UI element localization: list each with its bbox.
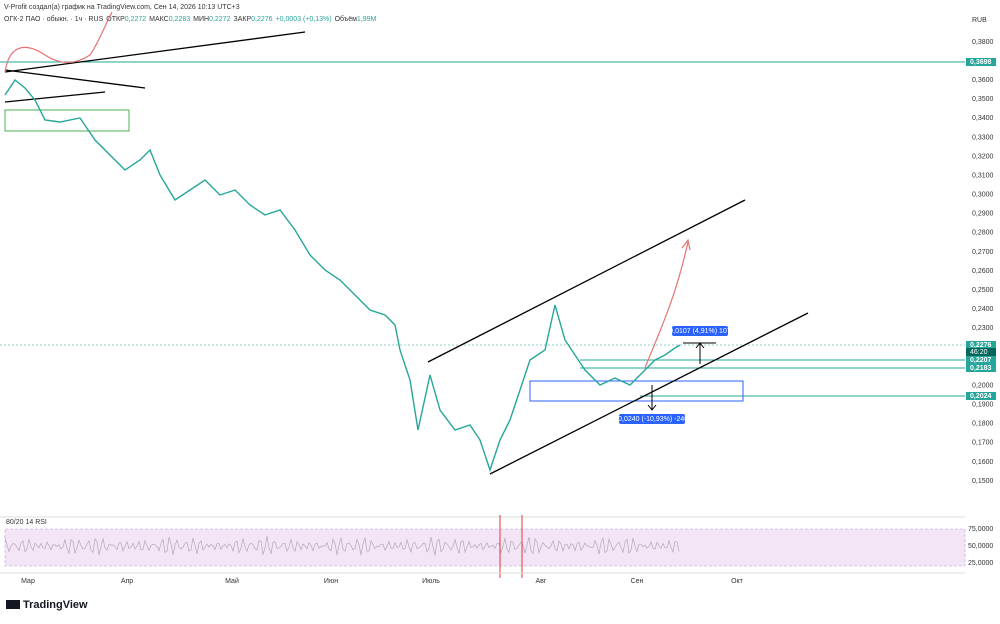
price-tick: 0,3500	[972, 96, 994, 103]
legend-item: МАКС	[149, 16, 169, 23]
legend-item: ОГК-2 ПАО · обыкн. · 1ч · RUS	[4, 15, 104, 23]
price-tick: 0,2300	[972, 325, 994, 332]
arrow-head	[681, 238, 691, 251]
measure-text: -0,0240 (-10,93%) -240	[616, 416, 688, 423]
measure-text: 0,0107 (4,91%) 107	[669, 328, 731, 335]
price-tick: 0,2900	[972, 211, 994, 218]
time-label: Июль	[422, 578, 440, 585]
price-tick: 0,2700	[972, 249, 994, 256]
time-label: Авг	[536, 578, 547, 585]
trend-line	[489, 312, 809, 475]
legend-item: 0,2276	[251, 16, 273, 23]
price-tick: 0,3100	[972, 172, 994, 179]
projection	[644, 241, 689, 369]
legend-item: Объём	[335, 15, 357, 23]
rsi-title: 80/20 14 RSI	[6, 519, 47, 526]
price-label-box	[966, 341, 996, 349]
legend-item: МИН	[193, 16, 209, 23]
price-label: 0,2183	[970, 365, 992, 372]
measure-label	[672, 326, 728, 336]
zone-box	[4, 109, 130, 132]
rsi-tick: 50,0000	[968, 543, 993, 550]
projection	[4, 11, 113, 73]
legend-item: +0,0003 (+0,13%)	[276, 16, 332, 23]
trend-line	[4, 91, 106, 103]
price-label-box	[966, 392, 996, 400]
price-label-box	[966, 364, 996, 372]
price-label-box	[966, 58, 996, 66]
time-label: Май	[225, 577, 239, 585]
brand: TradingView	[23, 599, 88, 611]
time-label: Апр	[121, 578, 133, 585]
price-tick: 0,3000	[972, 192, 994, 199]
level-lines	[0, 61, 965, 397]
legend-item: 0,2272	[125, 16, 147, 23]
rsi-line	[4, 536, 680, 556]
price-label: 0,2024	[970, 393, 992, 400]
price-label: 0,2207	[970, 357, 992, 364]
price-tick: 0,2800	[972, 230, 994, 237]
price-tick: 0,1600	[972, 459, 994, 466]
price-tick: 0,3600	[972, 77, 994, 84]
logo	[6, 600, 20, 609]
price-tick: 0,2600	[972, 268, 994, 275]
trend-line	[427, 199, 746, 363]
time-axis: Мар Апр Май Июн Июль Авг Сен Окт	[21, 577, 744, 585]
rsi-tick: 75,0000	[968, 526, 993, 533]
price-tick: 0,3300	[972, 134, 994, 141]
time-label: Мар	[21, 578, 35, 585]
legend-item: 0,2272	[209, 16, 231, 23]
zone-box	[529, 380, 744, 402]
price-tick: 0,3200	[972, 153, 994, 160]
time-label: Июн	[324, 578, 338, 585]
countdown: 46:20	[970, 349, 988, 356]
price-tick: 0,1500	[972, 478, 994, 485]
price-tick: 0,1800	[972, 421, 994, 428]
price-label-box	[966, 356, 996, 364]
price-tick: 0,1900	[972, 402, 994, 409]
time-label: Сен	[631, 578, 644, 585]
legend-item: ОТКР	[106, 16, 125, 23]
price-tick: 0,2500	[972, 287, 994, 294]
price-tick: 0,1700	[972, 440, 994, 447]
measure	[647, 342, 716, 411]
price-tick: 0,3400	[972, 115, 994, 122]
rsi-axis: 75,0000 50,0000 25,0000	[968, 526, 993, 567]
price-label: 0,2276	[970, 342, 992, 349]
rsi-tick: 25,0000	[968, 560, 993, 567]
countdown-box	[966, 348, 996, 356]
credit: V-Profit создал(а) график на TradingView…	[4, 4, 240, 11]
measure-label	[619, 414, 685, 424]
legend-item: ЗАКР	[233, 16, 251, 23]
legend-item: 0,2283	[169, 16, 191, 23]
price-tick: 0,2400	[972, 306, 994, 313]
price-tick: 0,3800	[972, 39, 994, 46]
legend-item: 1,99М	[357, 16, 377, 23]
trend-lines	[4, 31, 809, 475]
price-line	[4, 78, 681, 473]
price-tick: 0,2000	[972, 382, 994, 389]
price-label: 0,3698	[970, 59, 992, 66]
currency: RUB	[972, 17, 987, 24]
trend-line	[4, 69, 146, 89]
time-label: Окт	[731, 578, 744, 585]
trend-line	[4, 31, 306, 73]
legend: ОГК-2 ПАО · обыкн. · 1ч · RUS ОТКР 0,2272 М…	[4, 15, 377, 23]
rsi-band	[4, 528, 966, 567]
